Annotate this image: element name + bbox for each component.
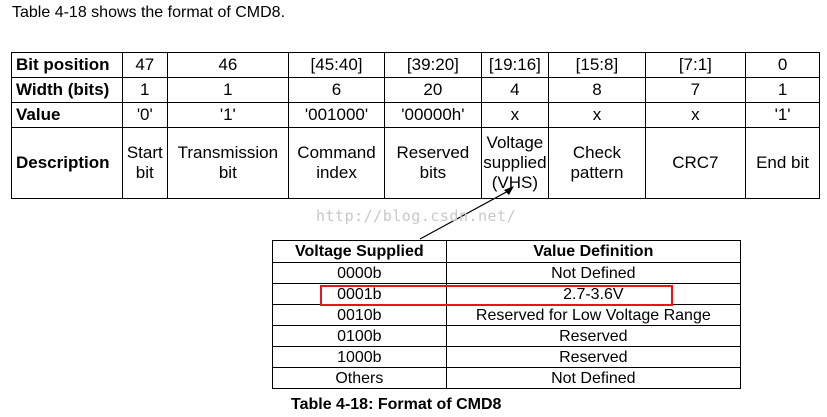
- table-cell: Reserved bits: [384, 127, 482, 199]
- desc-line: Reserved: [396, 143, 470, 162]
- table-cell: Check pattern: [548, 127, 646, 199]
- callout-line: [419, 189, 511, 240]
- table-row: 0000b Not Defined: [272, 262, 742, 284]
- row-header: Bit position: [11, 52, 123, 78]
- table-cell: Reserved: [445, 325, 742, 347]
- table-cell: x: [480, 102, 550, 128]
- voltage-supplied-table: Voltage Supplied Value Definition 0000b …: [272, 240, 742, 389]
- table-cell: End bit: [745, 127, 820, 199]
- table-cell: [7:1]: [644, 52, 747, 78]
- desc-line: supplied: [483, 153, 547, 172]
- table-cell: 20: [384, 77, 482, 103]
- desc-line: pattern: [570, 163, 624, 182]
- row-header: Description: [11, 127, 123, 199]
- desc-line: bits: [419, 163, 447, 182]
- column-header: Value Definition: [445, 240, 742, 263]
- table-caption: Table 4-18: Format of CMD8: [291, 396, 502, 413]
- intro-text: Table 4-18 shows the format of CMD8.: [12, 4, 286, 21]
- desc-line: Command: [297, 143, 376, 162]
- table-cell: 8: [548, 77, 646, 103]
- table-cell: Start bit: [121, 127, 168, 199]
- table-cell: [45:40]: [287, 52, 386, 78]
- column-header: Voltage Supplied: [272, 240, 447, 263]
- row-description: Description Start bit Transmission bit C…: [11, 127, 820, 199]
- table-cell: 1000b: [272, 346, 447, 368]
- desc-line: bit: [135, 163, 154, 182]
- table-cell: Voltage supplied (VHS): [480, 127, 550, 199]
- table-cell: Not Defined: [445, 262, 742, 284]
- cmd8-format-table: Bit position 47 46 [45:40] [39:20] [19:1…: [11, 52, 820, 199]
- desc-line: Start: [126, 143, 163, 162]
- desc-line: Transmission: [177, 143, 279, 162]
- row-header: Width (bits): [11, 77, 123, 103]
- table-cell: 1: [745, 77, 820, 103]
- row-bit-position: Bit position 47 46 [45:40] [39:20] [19:1…: [11, 52, 820, 78]
- desc-line: Check: [572, 143, 622, 162]
- table-cell: '001000': [287, 102, 386, 128]
- desc-line: End bit: [756, 153, 810, 172]
- table-row: 1000b Reserved: [272, 346, 742, 368]
- table-cell: 0100b: [272, 325, 447, 347]
- desc-line: Voltage: [486, 133, 544, 152]
- table-cell: 1: [166, 77, 289, 103]
- watermark: http://blog.csdn.net/: [316, 207, 517, 225]
- desc-line: index: [316, 163, 357, 182]
- table-cell: '00000h': [384, 102, 482, 128]
- table-cell: CRC7: [644, 127, 747, 199]
- table-cell: 0010b: [272, 304, 447, 326]
- arrow-head-icon: [504, 186, 514, 195]
- table-cell: Not Defined: [445, 367, 742, 389]
- table-row: Others Not Defined: [272, 367, 742, 389]
- table-cell: Reserved for Low Voltage Range: [445, 304, 742, 326]
- table-header-row: Voltage Supplied Value Definition: [272, 240, 742, 263]
- table-cell: Reserved: [445, 346, 742, 368]
- desc-line: CRC7: [672, 153, 719, 172]
- table-cell: [15:8]: [548, 52, 646, 78]
- row-value: Value '0' '1' '001000' '00000h' x x x '1…: [11, 102, 820, 128]
- table-cell: '1': [745, 102, 820, 128]
- table-cell: 46: [166, 52, 289, 78]
- row-width: Width (bits) 1 1 6 20 4 8 7 1: [11, 77, 820, 103]
- desc-line: (VHS): [491, 173, 539, 192]
- table-cell: '0': [121, 102, 168, 128]
- table-cell: 0000b: [272, 262, 447, 284]
- highlight-box: [320, 285, 673, 306]
- row-header: Value: [11, 102, 123, 128]
- table-cell: 4: [480, 77, 550, 103]
- table-row: 0010b Reserved for Low Voltage Range: [272, 304, 742, 326]
- desc-line: bit: [218, 163, 237, 182]
- table-cell: 47: [121, 52, 168, 78]
- table-row: 0100b Reserved: [272, 325, 742, 347]
- table-cell: Others: [272, 367, 447, 389]
- table-row-highlighted: 0001b 2.7-3.6V: [272, 283, 742, 305]
